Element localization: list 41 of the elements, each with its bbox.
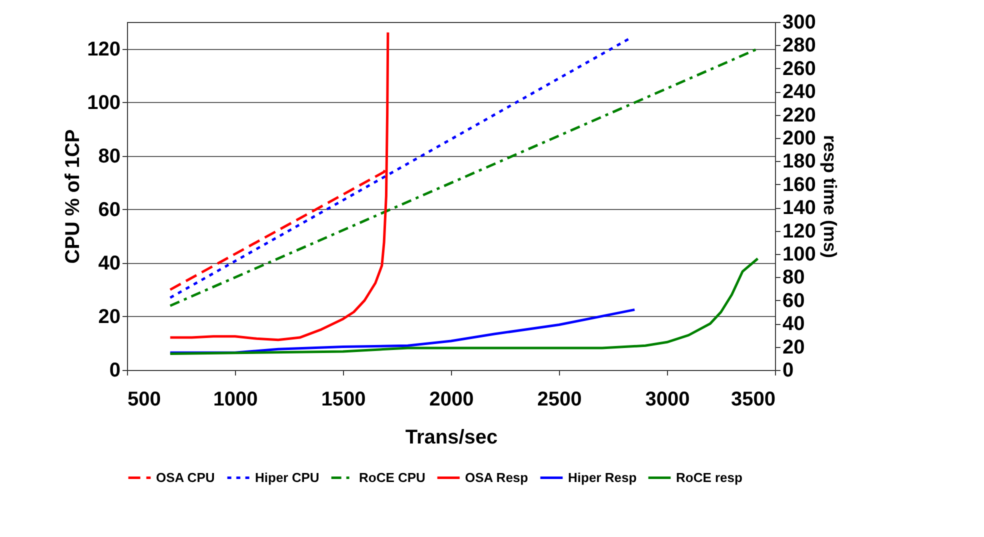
y-tick-label: 120 xyxy=(87,38,120,60)
x-tick-label: 500 xyxy=(128,388,161,410)
y-tick-label: 60 xyxy=(98,198,120,221)
y2-tick-label: 280 xyxy=(782,34,816,57)
y2-tick-label: 140 xyxy=(782,197,816,220)
y2-tick-label: 120 xyxy=(782,220,816,242)
y2-tick-label: 200 xyxy=(782,128,816,150)
y2-tick-label: 40 xyxy=(782,313,805,336)
x-tick-label: 2000 xyxy=(429,388,474,410)
y2-tick-label: 0 xyxy=(782,360,794,382)
y2-tick-label: 100 xyxy=(782,244,816,266)
y2-tick-label: 180 xyxy=(782,150,816,173)
y2-tick-label: 240 xyxy=(782,81,816,104)
y-tick-label: 40 xyxy=(98,252,120,274)
legend-label: RoCE resp xyxy=(676,470,743,485)
legend-label: Hiper CPU xyxy=(255,470,320,485)
legend-label: RoCE CPU xyxy=(359,470,426,485)
y2-tick-label: 260 xyxy=(782,58,816,80)
x-axis-title: Trans/sec xyxy=(405,426,498,448)
y2-tick-label: 220 xyxy=(782,104,816,126)
y-axis-title: CPU % of 1CP xyxy=(62,129,84,264)
x-tick-label: 3500 xyxy=(731,388,776,410)
y2-tick-label: 300 xyxy=(782,12,816,34)
y-tick-label: 100 xyxy=(87,92,120,114)
x-tick-label: 2500 xyxy=(537,388,582,410)
legend-label: Hiper Resp xyxy=(568,470,637,485)
line-series xyxy=(168,257,759,356)
y2-tick-label: 20 xyxy=(782,336,805,358)
y2-tick-label: 160 xyxy=(782,174,816,196)
y-tick-label: 0 xyxy=(109,360,120,382)
x-tick-label: 1000 xyxy=(213,388,258,410)
x-tick-label: 1500 xyxy=(321,388,366,410)
y-tick-label: 20 xyxy=(98,306,120,328)
legend-label: OSA CPU xyxy=(156,470,215,485)
y2-tick-label: 60 xyxy=(782,290,805,312)
y-tick-label: 80 xyxy=(98,145,120,168)
y2-axis-title: resp time (ms) xyxy=(820,134,840,258)
legend-label: OSA Resp xyxy=(465,470,528,485)
x-tick-label: 3000 xyxy=(645,388,690,410)
y2-tick-label: 80 xyxy=(782,266,805,289)
line-series xyxy=(168,31,390,342)
